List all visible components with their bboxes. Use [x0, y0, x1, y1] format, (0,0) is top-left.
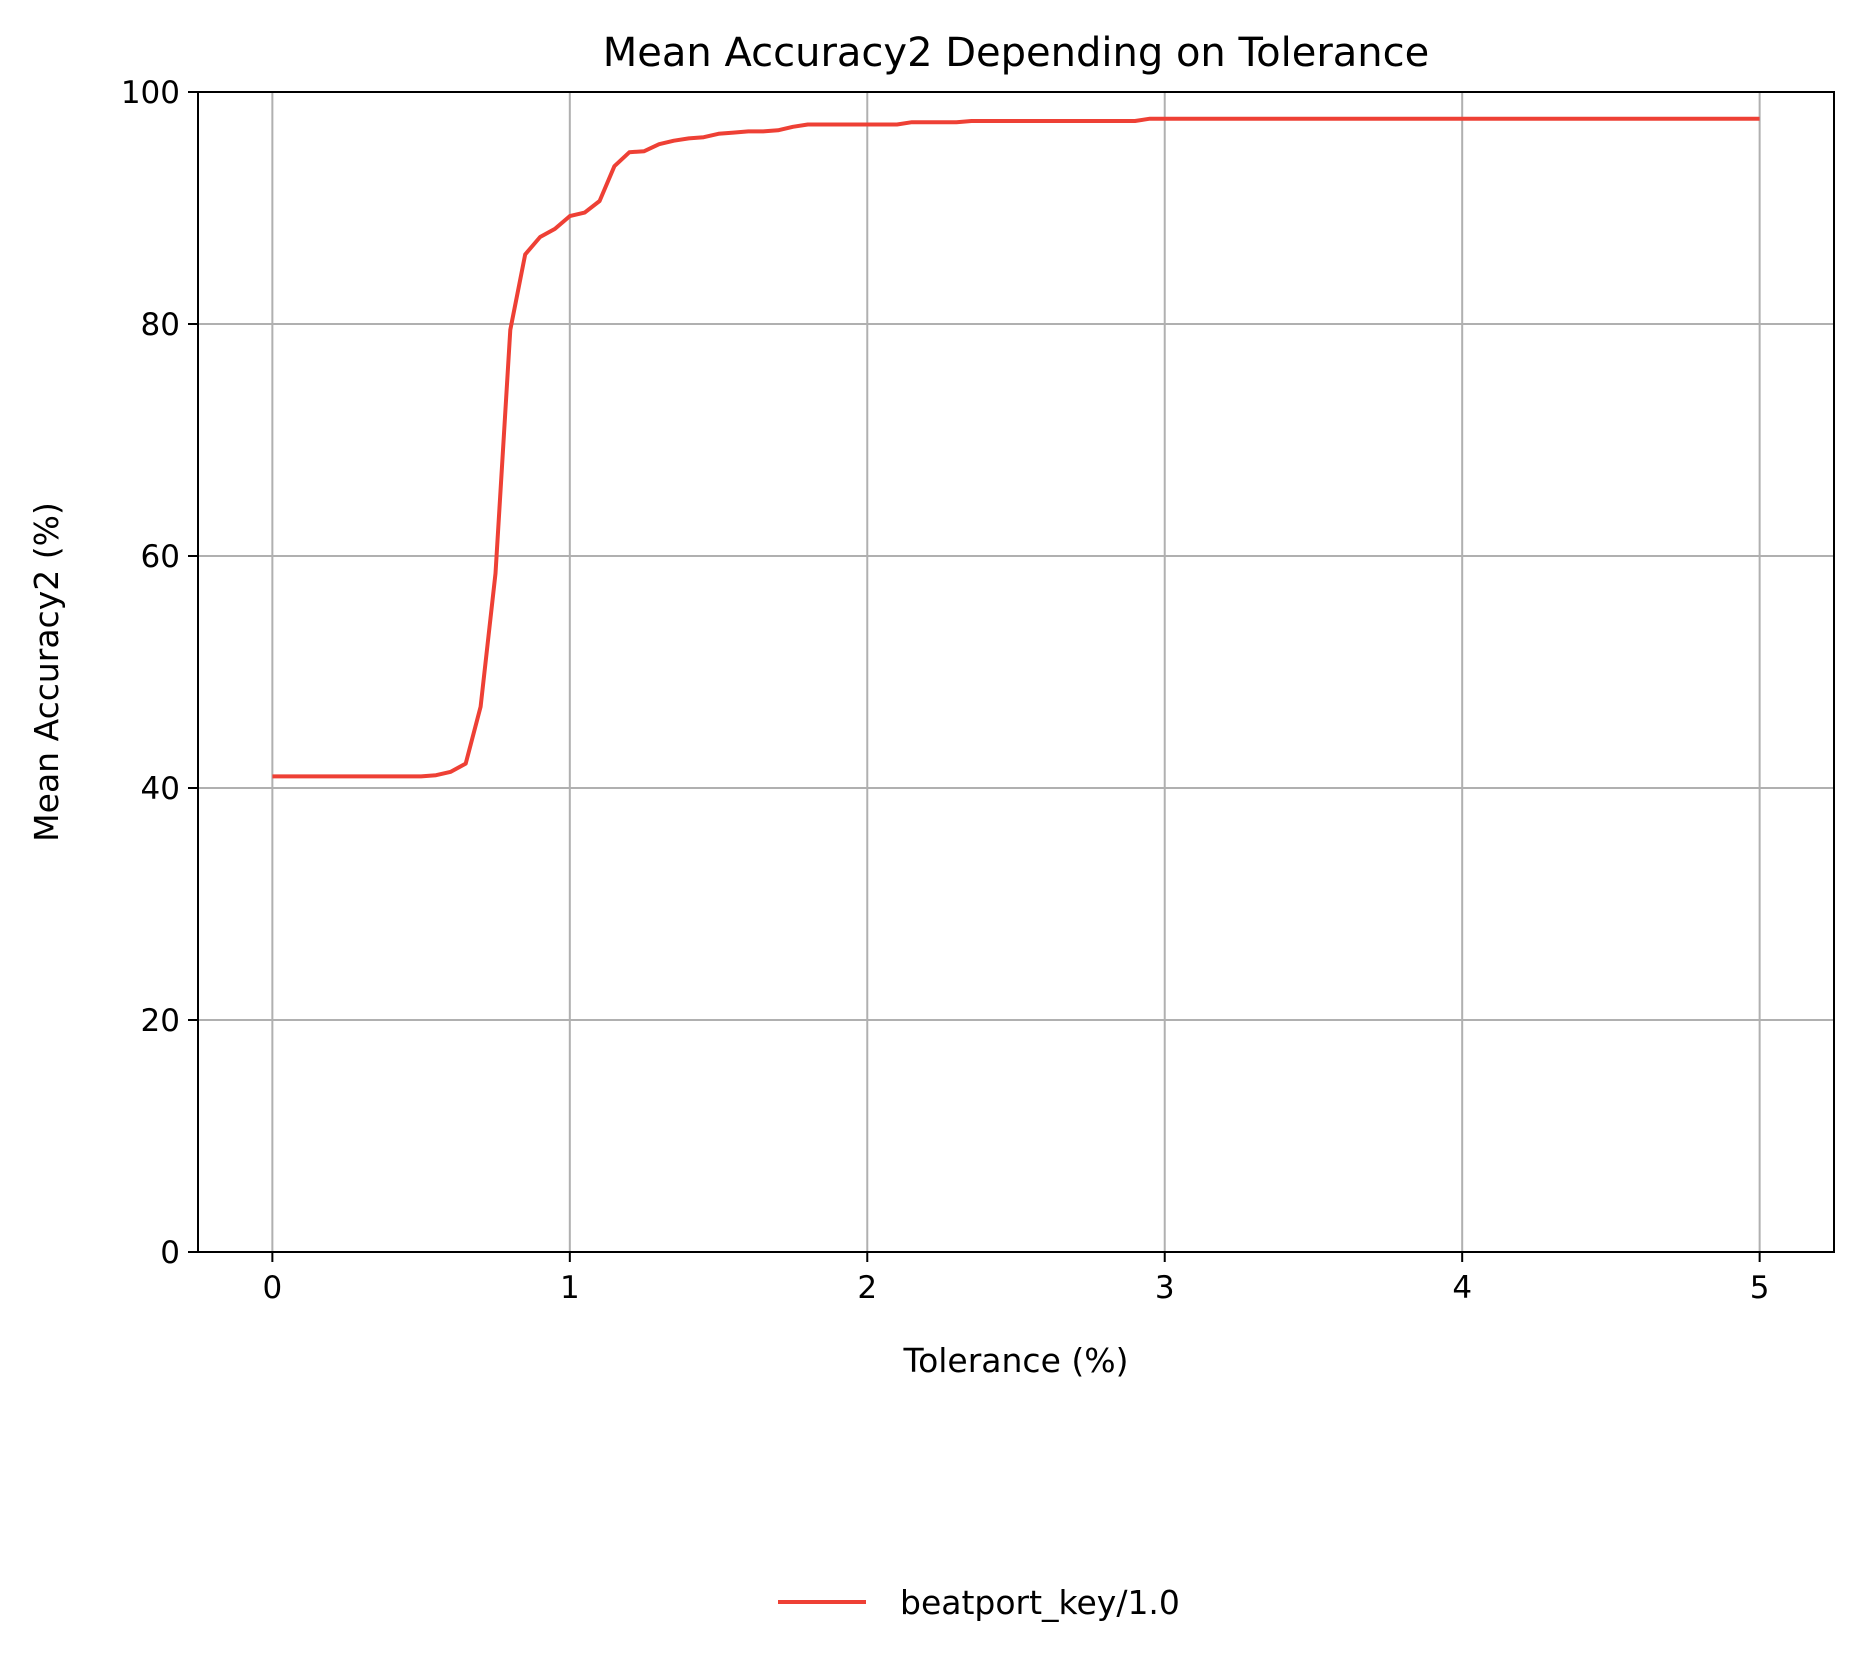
tick-layer: 0 1 2 3 4 5 0 20 40 60 80 100	[121, 75, 1770, 1306]
x-tick-label-2: 2	[857, 1270, 877, 1306]
x-tick-label-4: 4	[1452, 1270, 1472, 1306]
y-tick-label-3: 60	[141, 539, 180, 575]
chart-title: Mean Accuracy2 Depending on Tolerance	[603, 30, 1429, 76]
series-line-0	[272, 116, 1760, 779]
x-tick-label-0: 0	[262, 1270, 282, 1306]
y-tick-label-5: 100	[121, 75, 180, 111]
y-axis-label: Mean Accuracy2 (%)	[27, 502, 66, 842]
y-tick-label-0: 0	[160, 1235, 180, 1271]
y-tick-label-2: 40	[141, 771, 180, 807]
plot-frame	[197, 91, 1835, 1253]
series-layer	[272, 116, 1760, 779]
y-tick-label-1: 20	[141, 1003, 180, 1039]
x-tick-label-1: 1	[560, 1270, 580, 1306]
x-tick-label-5: 5	[1750, 1270, 1770, 1306]
x-tick-label-3: 3	[1155, 1270, 1175, 1306]
legend: beatport_key/1.0	[778, 1583, 1180, 1622]
legend-label-beatport-key: beatport_key/1.0	[900, 1583, 1180, 1622]
x-axis-label: Tolerance (%)	[903, 1341, 1129, 1380]
y-tick-label-4: 80	[141, 307, 180, 343]
